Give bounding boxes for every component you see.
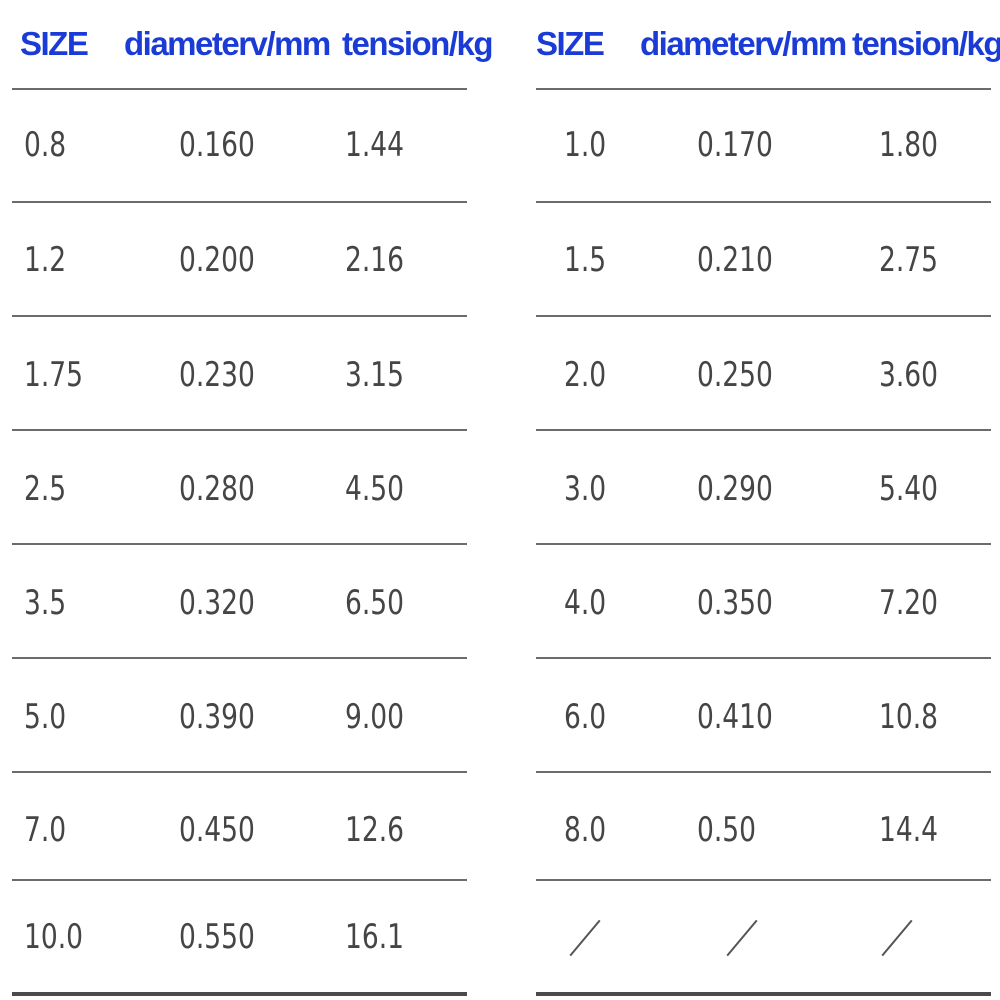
cell-diameter: 0.550 [179,917,255,957]
cell-size: 2.5 [24,469,67,509]
col-header-diameter: diameterv/mm [124,25,331,62]
cell-diameter: 0.250 [697,355,773,395]
cell-tension: 5.40 [879,469,939,509]
cell-tension: 1.80 [879,125,939,165]
cell-size: 1.2 [24,240,67,280]
cell-size: 3.0 [564,469,607,509]
col-header-size: SIZE [536,25,605,62]
row-divider [536,657,991,659]
cell-tension: 9.00 [345,697,405,737]
cell-diameter: 0.170 [697,125,773,165]
row-divider [12,879,467,881]
cell-diameter: 0.230 [179,355,255,395]
row-divider [12,657,467,659]
empty-cell-slash [726,919,758,957]
cell-diameter: 0.290 [697,469,773,509]
row-divider [12,543,467,545]
row-divider [12,429,467,431]
cell-size: 3.5 [24,583,67,623]
cell-size: 4.0 [564,583,607,623]
cell-tension: 14.4 [879,810,939,850]
col-header-tension: tension/kg [342,25,494,62]
cell-size: 10.0 [24,917,84,957]
cell-diameter: 0.210 [697,240,773,280]
cell-diameter: 0.350 [697,583,773,623]
cell-diameter: 0.160 [179,125,255,165]
col-header-size: SIZE [20,25,89,62]
cell-tension: 12.6 [345,810,405,850]
cell-size: 1.0 [564,125,607,165]
cell-size: 8.0 [564,810,607,850]
col-header-tension: tension/kg [852,25,1000,62]
row-divider [536,201,991,203]
cell-diameter: 0.280 [179,469,255,509]
row-divider [536,771,991,773]
cell-tension: 16.1 [345,917,405,957]
row-divider [536,315,991,317]
row-divider [536,88,991,90]
row-divider [12,315,467,317]
cell-diameter: 0.390 [179,697,255,737]
cell-diameter: 0.410 [697,697,773,737]
cell-size: 2.0 [564,355,607,395]
cell-size: 6.0 [564,697,607,737]
cell-tension: 3.15 [345,355,405,395]
cell-diameter: 0.450 [179,810,255,850]
cell-tension: 3.60 [879,355,939,395]
row-divider [536,879,991,881]
table-bottom-rule [12,992,467,996]
cell-tension: 7.20 [879,583,939,623]
cell-size: 0.8 [24,125,67,165]
cell-size: 1.75 [24,355,84,395]
cell-diameter: 0.200 [179,240,255,280]
cell-diameter: 0.320 [179,583,255,623]
row-divider [536,543,991,545]
cell-tension: 2.16 [345,240,405,280]
row-divider [536,429,991,431]
cell-tension: 6.50 [345,583,405,623]
row-divider [12,771,467,773]
cell-size: 5.0 [24,697,67,737]
table-bottom-rule [536,992,991,996]
empty-cell-slash [569,919,601,957]
cell-tension: 2.75 [879,240,939,280]
empty-cell-slash [881,919,913,957]
row-divider [12,201,467,203]
cell-tension: 10.8 [879,697,939,737]
cell-diameter: 0.50 [697,810,757,850]
col-header-diameter: diameterv/mm [640,25,847,62]
cell-tension: 4.50 [345,469,405,509]
cell-size: 7.0 [24,810,67,850]
cell-size: 1.5 [564,240,607,280]
cell-tension: 1.44 [345,125,405,165]
row-divider [12,88,467,90]
